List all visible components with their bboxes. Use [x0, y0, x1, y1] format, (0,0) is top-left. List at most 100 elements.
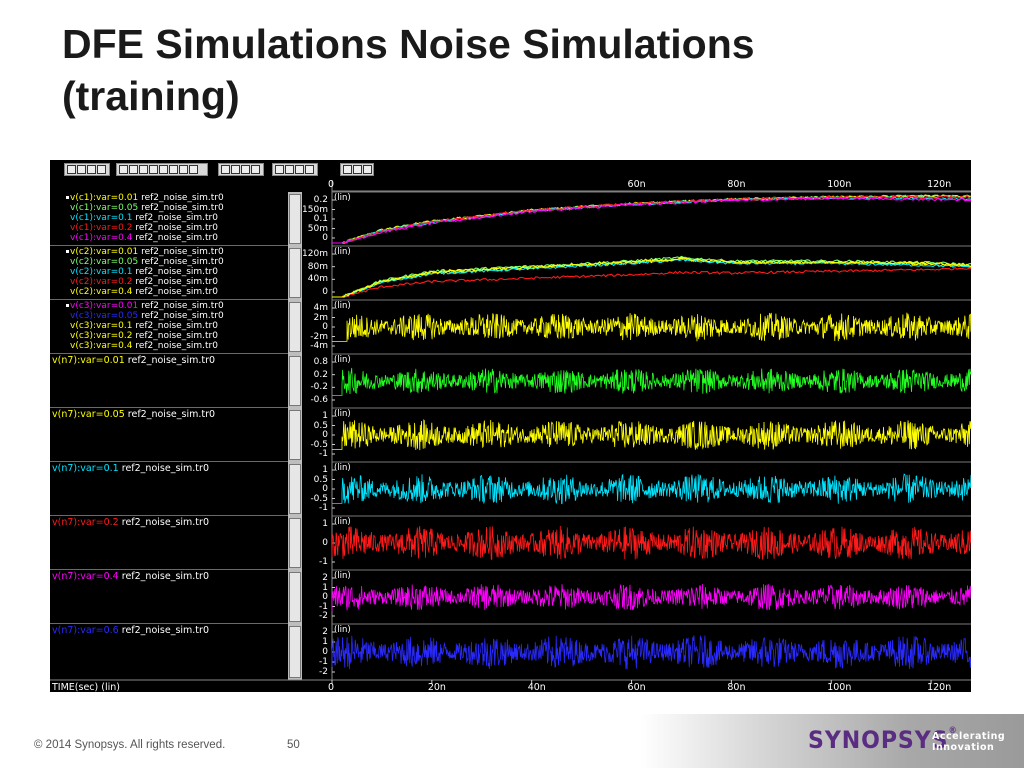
legend-entry[interactable]: v(c2):var=0.4 ref2_noise_sim.tr0: [70, 287, 218, 297]
properties-icon[interactable]: [343, 165, 352, 174]
y-scale-label: (lin): [334, 301, 351, 311]
signal-name: v(c1):var=0.05: [70, 203, 139, 213]
legend-panel-8: v(n7):var=0.4 ref2_noise_sim.tr0: [50, 570, 288, 624]
panel-remove-icon[interactable]: [129, 165, 138, 174]
misc-tools[interactable]: [340, 163, 374, 176]
signal-file: ref2_noise_sim.tr0: [135, 223, 218, 233]
scroll-handle[interactable]: [289, 248, 301, 298]
legend-entry[interactable]: v(n7):var=0.4 ref2_noise_sim.tr0: [52, 571, 209, 582]
measure-icon[interactable]: [221, 165, 230, 174]
legend-entry[interactable]: v(c3):var=0.4 ref2_noise_sim.tr0: [70, 341, 218, 351]
measure-tools[interactable]: [218, 163, 264, 176]
zoom-tools[interactable]: [64, 163, 110, 176]
y-tick-label: -0.5: [310, 493, 328, 504]
legend-entry[interactable]: v(c2):var=0.1 ref2_noise_sim.tr0: [70, 267, 218, 277]
zoom-box-icon[interactable]: [97, 165, 106, 174]
signal-name: v(c1):var=0.4: [70, 233, 133, 243]
x-tick-label-top: 0: [328, 179, 335, 190]
selection-marker: [66, 304, 69, 307]
x-tick-label: 60n: [627, 682, 646, 692]
y-scale-label: (lin): [334, 355, 351, 365]
legend-entry[interactable]: v(c2):var=0.01 ref2_noise_sim.tr0: [70, 247, 224, 257]
legend-entry[interactable]: v(n7):var=0.1 ref2_noise_sim.tr0: [52, 463, 209, 474]
scroll-handle[interactable]: [289, 572, 301, 622]
signal-name: v(c3):var=0.01: [70, 301, 139, 311]
y-tick-label: -2: [319, 667, 328, 677]
panel-scrollbar[interactable]: [288, 192, 302, 680]
legend-entry[interactable]: v(c2):var=0.2 ref2_noise_sim.tr0: [70, 277, 218, 287]
edit-tools[interactable]: [272, 163, 318, 176]
legend-entry[interactable]: v(c2):var=0.05 ref2_noise_sim.tr0: [70, 257, 224, 267]
undo-icon[interactable]: [353, 165, 362, 174]
panel-add-icon[interactable]: [119, 165, 128, 174]
logo-band: [640, 714, 1024, 768]
legend-panel-4: v(n7):var=0.01 ref2_noise_sim.tr0: [50, 354, 288, 408]
zoom-in-icon[interactable]: [67, 165, 76, 174]
legend-entry[interactable]: v(n7):var=0.05 ref2_noise_sim.tr0: [52, 409, 215, 420]
scroll-handle[interactable]: [289, 464, 301, 514]
panel-grid-icon[interactable]: [169, 165, 178, 174]
panel-stack-icon[interactable]: [139, 165, 148, 174]
signal-file: ref2_noise_sim.tr0: [141, 301, 224, 311]
scroll-handle[interactable]: [289, 410, 301, 460]
y-tick-label: 80m: [307, 261, 328, 272]
delta-icon[interactable]: [241, 165, 250, 174]
y-tick-label: 1: [322, 465, 328, 475]
scroll-handle[interactable]: [289, 194, 301, 244]
y-tick-label: 40m: [307, 274, 328, 285]
legend-entry[interactable]: v(c1):var=0.2 ref2_noise_sim.tr0: [70, 223, 218, 233]
paste-icon[interactable]: [305, 165, 314, 174]
signal-name: v(c3):var=0.2: [70, 331, 133, 341]
arrow-icon[interactable]: [251, 165, 260, 174]
legend-entry[interactable]: v(c3):var=0.1 ref2_noise_sim.tr0: [70, 321, 218, 331]
scroll-handle[interactable]: [289, 626, 301, 678]
y-tick-label: 0: [322, 430, 328, 440]
panel-cursor-icon[interactable]: [179, 165, 188, 174]
ruler-icon[interactable]: [231, 165, 240, 174]
panel-marker-icon[interactable]: [189, 165, 198, 174]
panel-overlay-icon[interactable]: [149, 165, 158, 174]
legend-entry[interactable]: v(n7):var=0.6 ref2_noise_sim.tr0: [52, 625, 209, 636]
y-scale-label: (lin): [334, 463, 351, 473]
legend-entry[interactable]: v(c1):var=0.01 ref2_noise_sim.tr0: [70, 193, 224, 203]
scroll-handle[interactable]: [289, 302, 301, 352]
y-scale-label: (lin): [334, 247, 351, 257]
legend-entry[interactable]: v(c1):var=0.05 ref2_noise_sim.tr0: [70, 203, 224, 213]
zoom-fit-icon[interactable]: [87, 165, 96, 174]
print-icon[interactable]: [275, 165, 284, 174]
legend-entry[interactable]: v(c3):var=0.01 ref2_noise_sim.tr0: [70, 301, 224, 311]
signal-file: ref2_noise_sim.tr0: [135, 277, 218, 287]
signal-file: ref2_noise_sim.tr0: [141, 311, 224, 321]
zoom-out-icon[interactable]: [77, 165, 86, 174]
y-tick-label: -1: [319, 449, 328, 459]
legend-entry[interactable]: v(c1):var=0.4 ref2_noise_sim.tr0: [70, 233, 218, 243]
signal-file: ref2_noise_sim.tr0: [135, 321, 218, 331]
delete-icon[interactable]: [285, 165, 294, 174]
legend-entry[interactable]: v(n7):var=0.01 ref2_noise_sim.tr0: [52, 355, 215, 366]
y-tick-label: 150m: [302, 204, 328, 215]
redo-icon[interactable]: [363, 165, 372, 174]
y-tick-label: 1: [322, 519, 328, 529]
signal-file: ref2_noise_sim.tr0: [135, 267, 218, 277]
panel-split-icon[interactable]: [159, 165, 168, 174]
signal-name: v(c2):var=0.01: [70, 247, 139, 257]
y-tick-label: 0: [322, 538, 328, 548]
panel-tools[interactable]: [116, 163, 208, 176]
series-line-v(n7):var=0.4: [331, 583, 971, 612]
copy-icon[interactable]: [295, 165, 304, 174]
signal-name: v(c3):var=0.4: [70, 341, 133, 351]
y-tick-label: 0.8: [313, 357, 328, 367]
legend-entry[interactable]: v(n7):var=0.2 ref2_noise_sim.tr0: [52, 517, 209, 528]
scroll-handle[interactable]: [289, 356, 301, 406]
series-line-v(n7):var=0.1: [332, 473, 971, 505]
y-tick-label: 0: [322, 233, 328, 243]
legend-entry[interactable]: v(c3):var=0.2 ref2_noise_sim.tr0: [70, 331, 218, 341]
legend-panel-7: v(n7):var=0.2 ref2_noise_sim.tr0: [50, 516, 288, 570]
y-tick-label: 1: [322, 637, 328, 647]
signal-name: v(n7):var=0.2: [52, 517, 119, 528]
series-line-v(n7):var=0.01: [332, 367, 971, 396]
legend-entry[interactable]: v(c1):var=0.1 ref2_noise_sim.tr0: [70, 213, 218, 223]
legend-entry[interactable]: v(c3):var=0.05 ref2_noise_sim.tr0: [70, 311, 224, 321]
signal-file: ref2_noise_sim.tr0: [135, 287, 218, 297]
scroll-handle[interactable]: [289, 518, 301, 568]
